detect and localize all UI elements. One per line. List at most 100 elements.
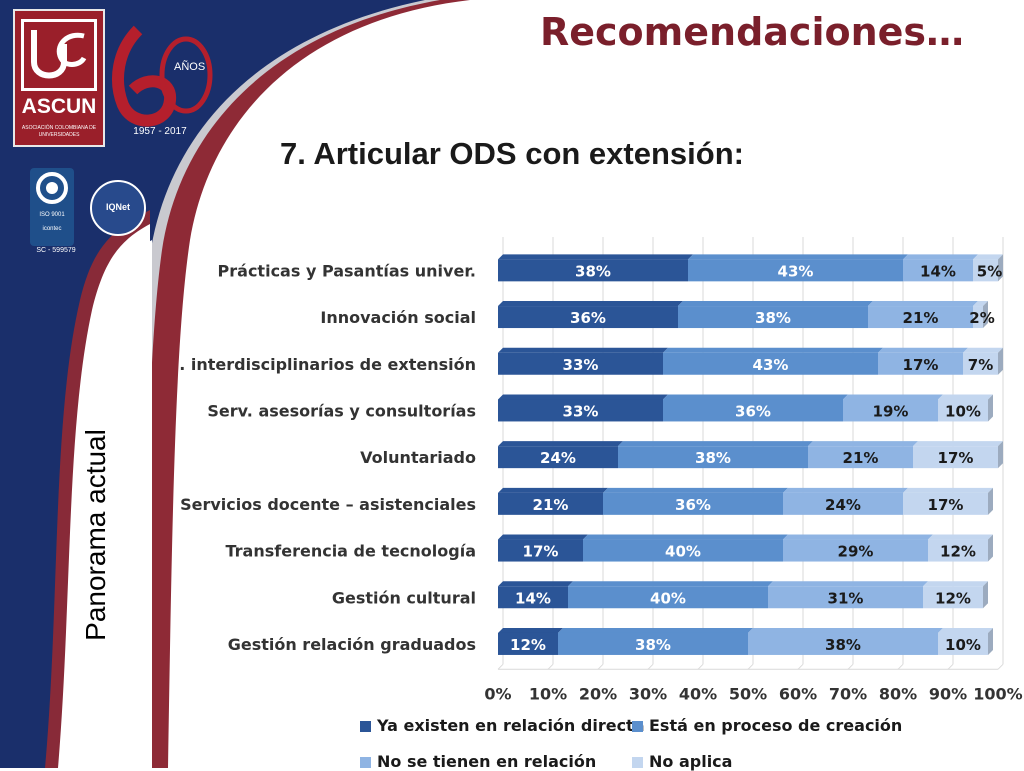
bar-segment: [663, 399, 843, 422]
legend-item: No aplica: [632, 752, 732, 771]
bar-segment: [498, 632, 558, 655]
data-label: 17%: [903, 356, 939, 374]
bar-segment-side: [983, 301, 988, 329]
data-label: 38%: [575, 262, 611, 280]
anos-text: AÑOS: [174, 60, 205, 73]
bar-segment-top: [843, 394, 943, 400]
bar-segment: [783, 492, 903, 515]
bar-segment: [583, 539, 783, 562]
bar-segment-top: [498, 301, 683, 307]
bar-segment: [878, 352, 963, 375]
bar-segment-side: [988, 627, 993, 655]
bar-segment-top: [498, 347, 668, 353]
sixty-years-logo: AÑOS: [108, 20, 218, 150]
data-label: 7%: [968, 356, 993, 374]
bar-segment-top: [808, 441, 918, 447]
legend-item: Está en proceso de creación: [632, 716, 902, 735]
data-label: 38%: [695, 449, 731, 467]
bar-segment: [768, 586, 923, 609]
bar-segment-top: [663, 394, 848, 400]
x-tick-label: 30%: [629, 684, 667, 703]
bar-segment: [808, 446, 913, 469]
gridline-depth: [647, 663, 654, 670]
stacked-bar-chart: 0% 10% 20% 30% 40% 50% 60% 70% 80% 90% 100% Práctic…: [178, 237, 1023, 703]
data-label: 29%: [838, 543, 874, 561]
category-label: Servicios docente – asistenciales: [180, 495, 476, 514]
bar-segment: [603, 492, 783, 515]
bar-segment: [783, 539, 928, 562]
legend-swatch: [360, 721, 371, 732]
bar-segment: [938, 632, 988, 655]
x-tick-label: 70%: [829, 684, 867, 703]
data-label: 43%: [778, 262, 814, 280]
legend-label: No aplica: [649, 752, 733, 771]
x-tick-label: 80%: [879, 684, 917, 703]
ascun-logo: ASCUN ASOCIACIÓN COLOMBIANA DE UNIVERSID…: [13, 9, 105, 147]
slide-subtitle: 7. Articular ODS con extensión:: [280, 136, 744, 171]
category-label: Serv. asesorías y consultorías: [207, 401, 476, 420]
slide-title: Recomendaciones…: [540, 10, 965, 54]
iqnet-certification-badge: IQNet: [90, 180, 146, 236]
legend-item: No se tienen en relación: [360, 752, 596, 771]
bar-segment: [558, 632, 748, 655]
bar-segment-top: [583, 534, 788, 540]
legend-label: No se tienen en relación: [377, 752, 597, 771]
bar-segment: [913, 446, 998, 469]
bar-segment-top: [663, 347, 883, 353]
gridline-depth: [597, 663, 604, 670]
x-tick-label: 100%: [973, 684, 1022, 703]
data-label: 19%: [873, 402, 909, 420]
data-label: 5%: [977, 262, 1002, 280]
gridline-depth: [797, 663, 804, 670]
ascun-emblem-icon: [21, 19, 97, 91]
bar-segment: [903, 259, 973, 282]
bar-segment-top: [498, 627, 563, 633]
category-label: Gestión relación graduados: [228, 635, 476, 654]
data-label: 21%: [533, 496, 569, 514]
bar-segment-top: [973, 301, 988, 307]
bar-segment-top: [938, 394, 993, 400]
data-label: 17%: [938, 449, 974, 467]
category-label: Voluntariado: [360, 448, 476, 467]
bar-segment-top: [923, 581, 988, 587]
legend-swatch: [632, 721, 643, 732]
bar-segment-top: [498, 534, 588, 540]
iso-label: ISO 9001: [39, 212, 65, 218]
bar-segment: [498, 399, 663, 422]
gridline-depth: [497, 663, 504, 670]
x-tick-label: 20%: [579, 684, 617, 703]
bar-segment-top: [498, 441, 623, 447]
bar-segment-top: [568, 581, 773, 587]
bar-segment-top: [928, 534, 993, 540]
legend-item: Ya existen en relación directa: [360, 716, 645, 735]
bar-segment: [498, 539, 583, 562]
bar-segment-top: [558, 627, 753, 633]
bar-segment: [618, 446, 808, 469]
bar-segment: [973, 259, 998, 282]
bar-segment-side: [988, 394, 993, 422]
bar-segment-top: [878, 347, 968, 353]
gridline-depth: [897, 663, 904, 670]
iso-certification-badge: ISO 9001 icontec: [30, 168, 74, 246]
bar-segment: [498, 352, 663, 375]
bar-segment-top: [903, 487, 993, 493]
x-tick-label: 0%: [484, 684, 511, 703]
icontec-icon: [36, 172, 68, 204]
bar-segment-top: [603, 487, 788, 493]
data-label: 24%: [540, 449, 576, 467]
data-label: 38%: [635, 636, 671, 654]
bar-segment: [663, 352, 878, 375]
category-label: Prg. interdisciplinarios de extensión: [178, 355, 476, 374]
category-label: Transferencia de tecnología: [226, 542, 477, 561]
bar-segment-side: [998, 254, 1003, 282]
bar-segment-top: [678, 301, 873, 307]
x-tick-label: 10%: [529, 684, 567, 703]
category-label: Innovación social: [320, 308, 476, 327]
gridline-depth: [547, 663, 554, 670]
category-label: Prácticas y Pasantías univer.: [218, 261, 476, 280]
x-tick-label: 90%: [929, 684, 967, 703]
data-label: 12%: [940, 543, 976, 561]
bar-segment: [938, 399, 988, 422]
gridline-depth: [847, 663, 854, 670]
bar-segment-top: [973, 254, 1003, 260]
